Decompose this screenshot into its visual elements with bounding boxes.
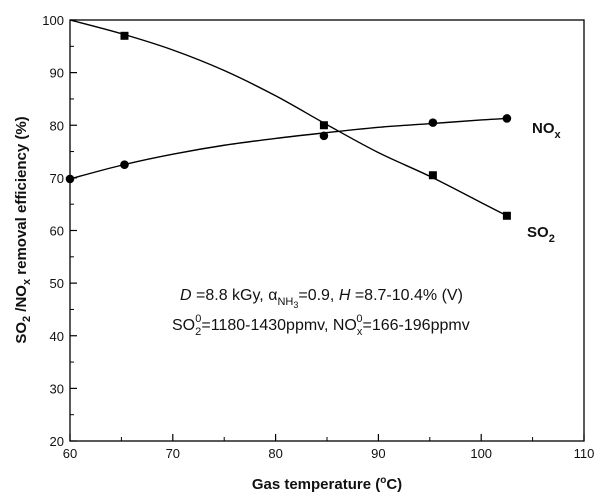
data-point-nox bbox=[120, 160, 129, 170]
y-tick-label: 50 bbox=[50, 276, 64, 291]
data-point-so2 bbox=[502, 211, 511, 220]
data-point-nox bbox=[428, 118, 438, 127]
y-tick-label: 100 bbox=[42, 13, 64, 28]
x-tick-label: 70 bbox=[166, 446, 180, 461]
y-tick-label: 80 bbox=[50, 118, 64, 133]
x-tick-label: 60 bbox=[63, 446, 77, 461]
data-point-nox bbox=[502, 114, 512, 123]
annotation-line-1: D =8.8 kGy, αNH3=0.9, H =8.7-10.4% (V) bbox=[180, 287, 463, 310]
x-tick-label: 80 bbox=[268, 446, 282, 461]
y-axis-label: SO2 /NOx removal efficiency (%) bbox=[13, 116, 33, 343]
series-line-so2 bbox=[69, 19, 508, 217]
ticks-layer: 60 70 80 90 100 110 20 30 40 50 60 70 80 90 100 bbox=[42, 13, 594, 461]
series-label-nox: NOx bbox=[532, 120, 562, 141]
x-axis-label: Gas temperature (oC) bbox=[252, 475, 402, 493]
x-tick-label: 110 bbox=[574, 446, 595, 461]
plot-frame bbox=[69, 19, 585, 442]
data-point-so2 bbox=[120, 31, 129, 40]
y-tick-label: 70 bbox=[50, 171, 64, 186]
y-tick-label: 20 bbox=[50, 434, 64, 449]
data-point-nox bbox=[65, 174, 75, 184]
annotation-line-2: SO20=1180-1430ppmv, NOx0=166-196ppmv bbox=[172, 313, 470, 338]
series-layer bbox=[65, 19, 512, 220]
data-point-so2 bbox=[428, 171, 437, 180]
y-tick-label: 60 bbox=[50, 224, 64, 239]
y-tick-label: 30 bbox=[50, 381, 64, 396]
data-point-nox bbox=[319, 131, 329, 141]
y-tick-label: 90 bbox=[50, 66, 64, 81]
y-tick-label: 40 bbox=[50, 329, 64, 344]
series-label-so2: SO2 bbox=[527, 224, 555, 245]
series-line-nox bbox=[69, 117, 507, 180]
data-point-so2 bbox=[319, 121, 328, 130]
x-tick-label: 100 bbox=[470, 446, 492, 461]
x-tick-label: 90 bbox=[371, 446, 385, 461]
